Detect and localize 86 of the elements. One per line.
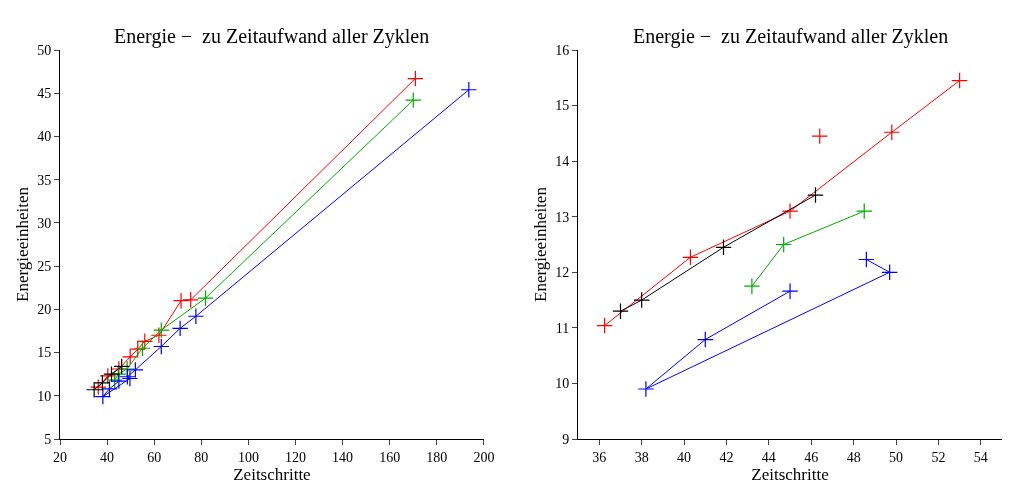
point <box>94 374 111 392</box>
point <box>171 320 189 337</box>
point <box>152 321 170 339</box>
point <box>715 238 732 256</box>
point <box>807 186 824 204</box>
point <box>951 72 968 89</box>
x-axis-title: Zeitschritte <box>233 464 311 484</box>
point <box>682 248 699 266</box>
point <box>94 388 112 405</box>
y-tick-label: 16 <box>555 42 570 58</box>
y-tick-label: 20 <box>37 302 52 318</box>
x-tick-label: 40 <box>677 449 692 465</box>
y-axis-title: Energieeinheiten <box>530 186 550 302</box>
chart-title: Energie − zu Zeitaufwand aller Zyklen <box>114 25 430 48</box>
x-tick-label: 80 <box>194 449 209 465</box>
y-tick-label: 11 <box>555 320 570 336</box>
point <box>99 367 117 385</box>
y-tick-label: 25 <box>37 259 52 275</box>
x-tick-label: 20 <box>53 449 67 465</box>
x-tick-label: 160 <box>379 449 401 465</box>
point <box>121 348 139 366</box>
point <box>172 292 190 309</box>
y-axis-title: Energieeinheiten <box>12 186 32 302</box>
point <box>811 127 829 145</box>
x-tick-label: 54 <box>973 449 988 465</box>
x-tick-label: 180 <box>426 449 448 465</box>
point <box>182 291 199 309</box>
x-tick-label: 120 <box>285 449 306 465</box>
point <box>743 277 761 295</box>
point <box>781 282 799 300</box>
point <box>883 123 901 141</box>
point <box>118 360 136 378</box>
point <box>881 263 898 281</box>
y-tick-label: 14 <box>555 154 570 170</box>
x-tick-label: 40 <box>100 449 115 465</box>
x-tick-label: 46 <box>804 449 819 465</box>
point <box>85 381 103 399</box>
y-tick-label: 12 <box>555 265 570 281</box>
point <box>855 202 873 220</box>
point <box>696 331 714 348</box>
y-tick-label: 15 <box>37 345 52 361</box>
chart-title: Energie − zu Zeitaufwand aller Zyklen <box>633 25 949 48</box>
x-axis-title: Zeitschritte <box>751 464 829 484</box>
x-tick-label: 50 <box>889 449 904 465</box>
point <box>637 380 655 398</box>
y-tick-label: 10 <box>555 376 570 392</box>
point <box>134 339 151 357</box>
point <box>103 365 120 383</box>
y-tick-label: 35 <box>37 172 52 188</box>
y-tick-label: 15 <box>555 98 570 114</box>
x-tick-label: 52 <box>931 449 946 465</box>
y-tick-label: 30 <box>37 215 52 231</box>
point <box>404 91 422 109</box>
x-tick-label: 140 <box>332 449 354 465</box>
point <box>101 380 118 398</box>
y-tick-label: 50 <box>37 42 52 58</box>
point <box>187 307 205 325</box>
x-tick-label: 60 <box>147 449 162 465</box>
point <box>781 202 799 220</box>
x-tick-label: 44 <box>761 449 776 465</box>
x-tick-label: 42 <box>719 449 734 465</box>
point <box>775 236 792 253</box>
point <box>858 251 875 268</box>
point <box>127 361 144 379</box>
y-tick-label: 13 <box>555 209 570 225</box>
y-tick-label: 45 <box>37 86 52 102</box>
point <box>612 302 629 320</box>
point <box>136 333 154 350</box>
x-tick-label: 100 <box>237 449 259 465</box>
x-tick-label: 38 <box>634 449 649 465</box>
point <box>110 372 128 390</box>
x-tick-label: 48 <box>846 449 861 465</box>
point <box>152 338 170 355</box>
y-tick-label: 40 <box>37 129 52 145</box>
x-tick-label: 200 <box>473 449 495 465</box>
point <box>460 81 478 99</box>
point <box>633 291 650 309</box>
y-tick-label: 9 <box>562 431 570 447</box>
point <box>150 326 168 344</box>
y-tick-label: 5 <box>44 431 52 447</box>
x-tick-label: 36 <box>592 449 607 465</box>
point <box>89 378 107 396</box>
point <box>407 70 424 87</box>
y-tick-label: 10 <box>37 388 52 404</box>
point <box>596 317 613 334</box>
point <box>197 289 214 307</box>
